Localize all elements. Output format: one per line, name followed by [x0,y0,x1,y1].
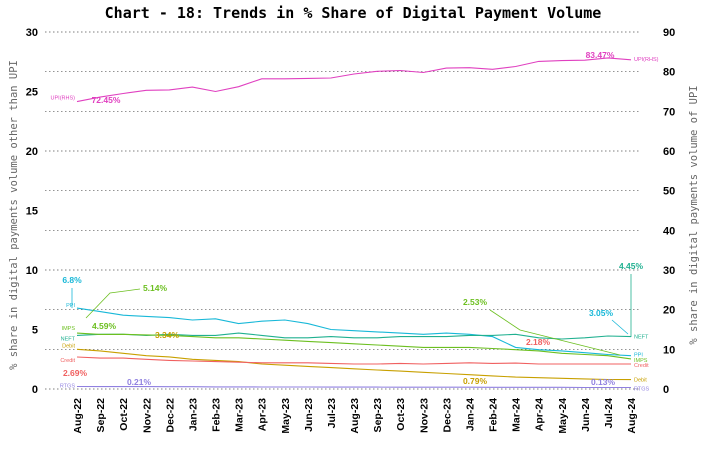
right-tick-label: 80 [663,67,675,79]
x-tick-label: Feb-23 [211,398,223,432]
annotation-leader [85,288,141,319]
series-line [76,57,632,103]
series-line [76,356,631,365]
x-tick-label: Apr-24 [534,398,546,431]
left-tick-label: 25 [26,87,38,99]
series-start-label: Credit [60,358,75,364]
left-tick-label: 10 [26,265,38,277]
right-tick-label: 70 [663,106,675,118]
left-tick-label: 20 [26,146,38,158]
x-tick-label: Dec-22 [164,398,176,433]
x-tick-label: Jul-23 [326,398,338,429]
value-annotation: 4.59% [92,321,117,331]
series-line [76,332,632,360]
series-start-label: Debit [62,343,75,349]
x-tick-label: Mar-24 [511,398,523,432]
x-tick-label: Nov-22 [141,398,153,433]
right-tick-label: 40 [663,225,675,237]
left-tick-label: 30 [26,27,38,39]
x-tick-label: Jan-24 [464,398,476,431]
x-tick-label: Sep-23 [372,398,384,433]
series-line [76,307,632,357]
value-annotation: 2.69% [63,368,88,378]
series-lines [76,57,632,389]
chart-title: Chart - 18: Trends in % Share of Digital… [105,4,602,22]
x-tick-label: Jul-24 [603,398,615,429]
left-tick-label: 0 [32,384,38,396]
annotation-leaders [71,274,632,356]
series-end-label: Credit [634,363,649,369]
value-annotation: 4.45% [619,261,644,271]
value-annotation: 6.8% [62,275,82,285]
series-start-label: PPI [66,303,75,309]
series-end-label: IMPS [634,358,648,364]
series-end-labels: UPI(RHS) UPI(RHS) PPI PPI NEFT NEFT IMPS IMPS De… [51,57,659,393]
x-tick-label: Feb-24 [488,398,500,432]
value-annotation: 2.53% [463,297,488,307]
right-tick-label: 0 [663,384,669,396]
x-tick-label: Dec-23 [441,398,453,433]
value-annotation: 3.05% [589,308,614,318]
series-end-label: PPI [634,353,643,359]
left-y-axis: 0 5 10 15 20 25 30 [26,27,38,396]
x-tick-label: Nov-23 [418,398,430,433]
x-tick-label: Apr-23 [257,398,269,431]
series-end-label: Debit [634,378,647,384]
x-tick-label: Jun-24 [580,398,592,432]
left-axis-title: % share in digital payments volume other… [8,60,20,370]
right-tick-label: 30 [663,265,675,277]
x-tick-label: Aug-22 [72,398,84,434]
series-line [76,348,632,381]
value-annotation: 0.79% [463,376,488,386]
value-annotation: 2.18% [526,337,551,347]
series-end-label: RTGS [634,386,650,392]
annotation-leader [489,309,621,356]
x-axis: Aug-22 Sep-22 Oct-22 Nov-22 Dec-22 Jan-23 Feb-… [72,398,638,434]
series-start-label: UPI(RHS) [51,96,76,102]
annotation-leader [611,319,629,335]
x-tick-label: Oct-23 [395,398,407,431]
x-tick-label: Oct-22 [118,398,130,431]
value-annotations: 72.45% 83.47% 6.8% 3.05% 4.45% 4.59% 5.14% 2.53… [62,50,643,387]
series-line [76,332,632,340]
left-tick-label: 5 [32,325,38,337]
series-start-label: IMPS [62,326,76,332]
x-tick-label: Aug-24 [626,398,638,434]
right-y-axis: 0 10 20 30 40 50 60 70 80 90 [663,27,675,396]
x-tick-label: May-24 [557,398,569,434]
right-tick-label: 50 [663,186,675,198]
x-tick-label: Jun-23 [303,398,315,432]
x-tick-label: Mar-23 [234,398,246,432]
series-start-label: NEFT [61,336,76,342]
value-annotation: 5.14% [143,283,168,293]
x-tick-label: Jan-23 [187,398,199,431]
value-annotation: 72.45% [92,95,121,105]
series-end-label: UPI(RHS) [634,57,659,63]
value-annotation: 83.47% [586,50,615,60]
series-start-label: RTGS [60,384,76,390]
right-tick-label: 10 [663,344,675,356]
x-tick-label: May-23 [280,398,292,434]
grid-lines [45,31,640,390]
x-tick-label: Sep-22 [95,398,107,433]
left-tick-label: 15 [26,206,38,218]
right-tick-label: 60 [663,146,675,158]
right-tick-label: 20 [663,305,675,317]
series-end-label: NEFT [634,335,649,341]
series-line [76,385,631,389]
x-tick-label: Aug-23 [349,398,361,434]
value-annotation: 3.34% [155,330,180,340]
value-annotation: 0.21% [127,377,152,387]
right-tick-label: 90 [663,27,675,39]
right-axis-title: % share in digital payments volume of UP… [688,85,700,344]
value-annotation: 0.13% [591,377,616,387]
